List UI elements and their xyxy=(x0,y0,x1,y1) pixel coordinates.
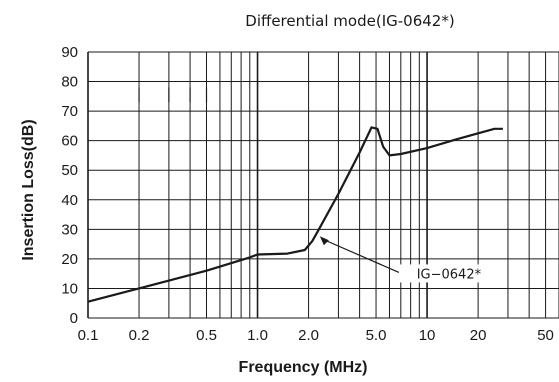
y-tick-label: 0 xyxy=(70,310,78,327)
y-tick-label: 10 xyxy=(61,280,78,297)
x-tick-label: 20 xyxy=(470,327,487,344)
y-tick-label: 80 xyxy=(61,74,78,91)
x-tick-label: 2.0 xyxy=(298,327,319,344)
annotation-leader xyxy=(322,238,400,273)
series-annotation: IG−0642* xyxy=(319,236,499,283)
annotation-label-bg xyxy=(398,264,499,283)
annotation-label: IG−0642* xyxy=(417,267,482,282)
chart-title: Differential mode(IG-0642*) xyxy=(245,12,454,30)
y-axis-ticks: 0 10 20 30 40 50 60 70 80 90 xyxy=(61,44,78,327)
x-tick-label: 1.0 xyxy=(247,327,268,344)
x-tick-label: 50 xyxy=(537,327,554,344)
x-tick-label: 5.0 xyxy=(366,327,387,344)
x-tick-label: 0.2 xyxy=(129,327,150,344)
x-axis-label: Frequency (MHz) xyxy=(239,359,368,376)
insertion-loss-curve xyxy=(87,126,503,303)
y-tick-label: 40 xyxy=(61,192,78,209)
annotation-arrowhead xyxy=(319,236,329,246)
y-tick-label: 20 xyxy=(61,251,78,268)
y-tick-label: 60 xyxy=(61,133,78,150)
x-axis-ticks: 0.1 0.2 0.5 1.0 2.0 5.0 10 20 50 xyxy=(78,327,554,344)
y-tick-label: 30 xyxy=(61,221,78,238)
x-tick-label: 0.1 xyxy=(78,327,99,344)
y-tick-label: 50 xyxy=(61,162,78,179)
x-tick-label: 10 xyxy=(419,327,436,344)
x-tick-label: 0.5 xyxy=(196,327,217,344)
y-axis-label: Insertion Loss(dB) xyxy=(20,119,37,260)
y-tick-label: 70 xyxy=(61,103,78,120)
y-tick-label: 90 xyxy=(61,44,78,61)
